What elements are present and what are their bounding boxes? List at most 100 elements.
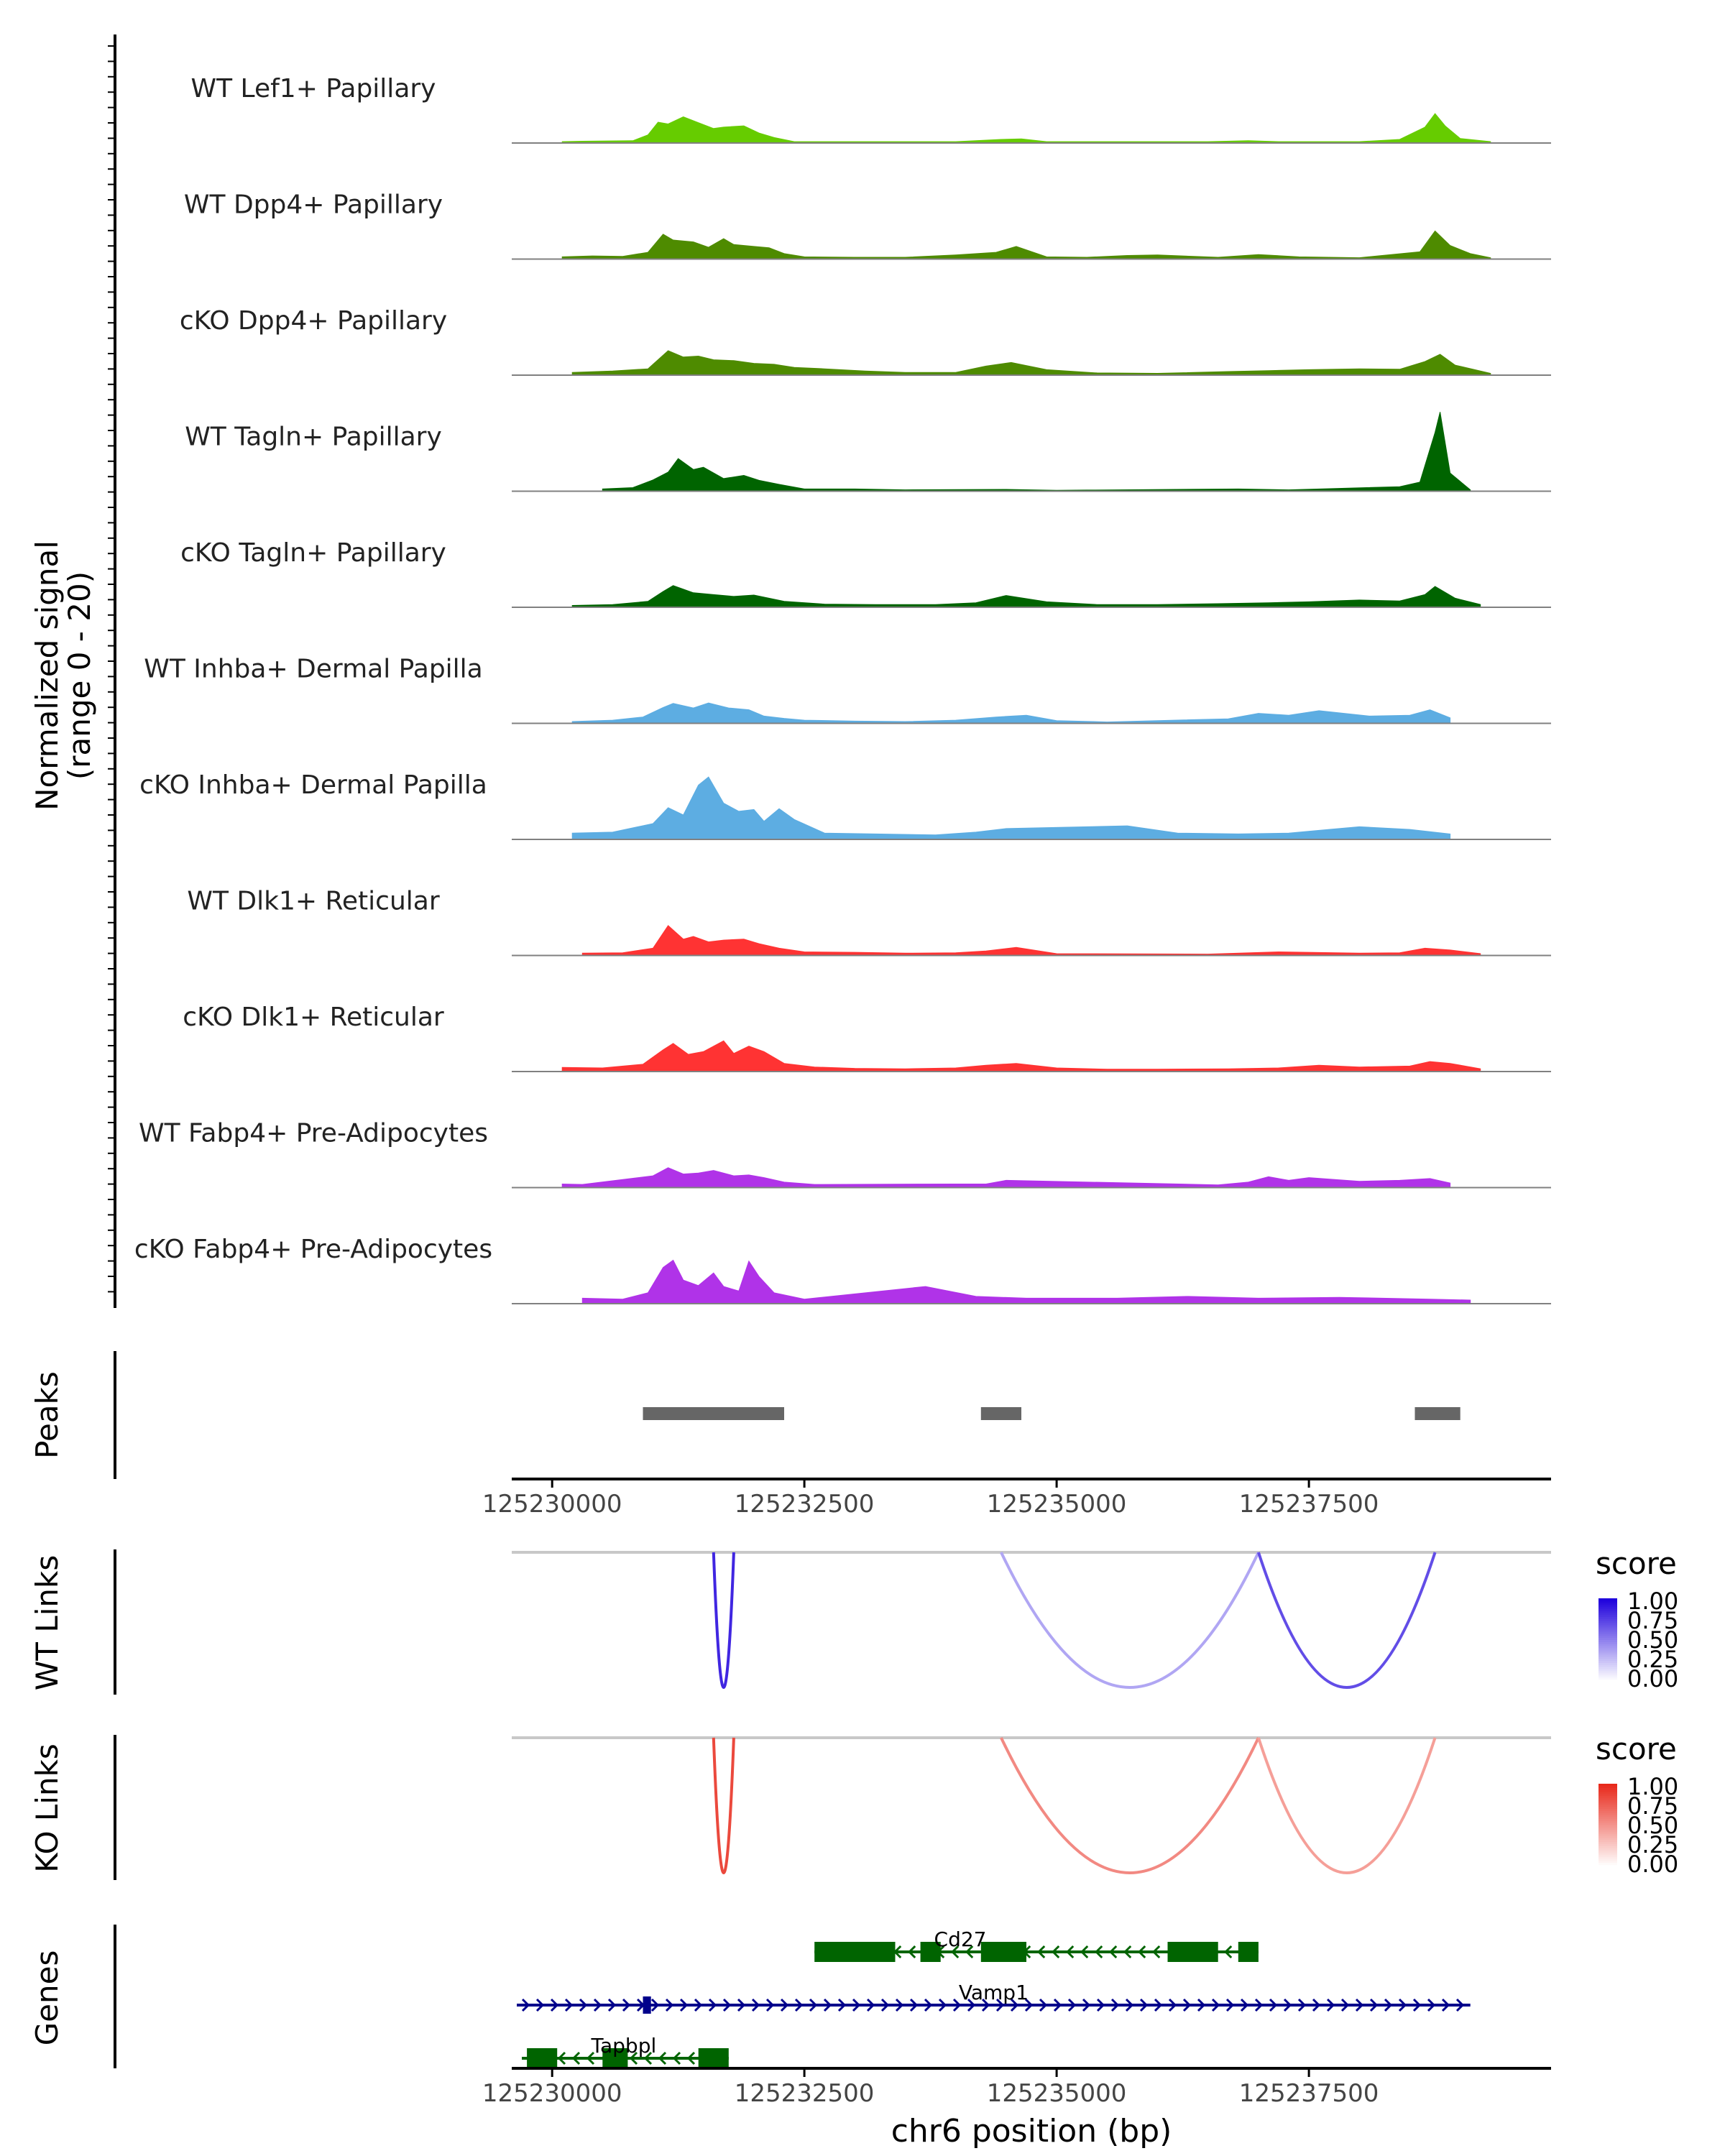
strand-chevron bbox=[571, 2051, 581, 2065]
track-label: WT Dpp4+ Papillary bbox=[184, 190, 443, 220]
strand-chevron bbox=[1211, 1998, 1220, 2012]
gene-exon bbox=[920, 1942, 941, 1962]
legend-gradient-step bbox=[1598, 1865, 1617, 1868]
legend-gradient-step bbox=[1598, 1821, 1617, 1824]
strand-chevron bbox=[737, 1998, 746, 2012]
strand-chevron bbox=[908, 1945, 916, 1959]
signal-area bbox=[571, 585, 1481, 608]
strand-chevron bbox=[686, 2051, 696, 2065]
track-label: WT Dlk1+ Reticular bbox=[187, 887, 439, 916]
link-arc bbox=[1000, 1552, 1260, 1689]
legend-gradient-step bbox=[1598, 1604, 1617, 1608]
legend-gradient-step bbox=[1598, 1796, 1617, 1799]
strand-chevron bbox=[909, 1998, 919, 2012]
strand-chevron bbox=[1110, 1998, 1120, 2012]
legend-gradient-step bbox=[1598, 1615, 1617, 1618]
legend-gradient-step bbox=[1598, 1861, 1617, 1864]
legend-tick-label: 0.00 bbox=[1627, 1665, 1678, 1692]
track-9: cKO Dlk1+ Reticular bbox=[183, 1003, 1551, 1072]
gene-exon bbox=[814, 1942, 896, 1962]
strand-chevron bbox=[650, 1998, 660, 2012]
peaks-x-axis-ticks: 125230000 125232500 125235000 125237500 bbox=[482, 1479, 1379, 1519]
links-panel-label: KO Links bbox=[29, 1743, 65, 1873]
strand-chevron bbox=[1455, 1998, 1465, 2012]
legend-gradient-step bbox=[1598, 1798, 1617, 1801]
legend-gradient-step bbox=[1598, 1638, 1617, 1641]
legend-gradient-step bbox=[1598, 1800, 1617, 1803]
strand-chevron bbox=[895, 1998, 904, 2012]
track-11: cKO Fabp4+ Pre-Adipocytes bbox=[134, 1235, 1551, 1304]
strand-chevron bbox=[1080, 1945, 1089, 1959]
strand-chevron bbox=[622, 1998, 631, 2012]
strand-chevron bbox=[1096, 1998, 1105, 2012]
legend-gradient-step bbox=[1598, 1629, 1617, 1632]
legend-gradient-step bbox=[1598, 1657, 1617, 1659]
signal-area bbox=[581, 925, 1481, 956]
legend-tick-label: 0.25 bbox=[1627, 1831, 1678, 1858]
x-tick-label: 125230000 bbox=[482, 1490, 622, 1519]
legend-gradient-step bbox=[1598, 1636, 1617, 1639]
y-axis-title-line1: Normalized signal bbox=[29, 540, 65, 811]
legend-gradient-step bbox=[1598, 1659, 1617, 1662]
strand-chevron bbox=[1225, 1998, 1235, 2012]
legend-gradient-step bbox=[1598, 1842, 1617, 1845]
gene-cd27: Cd27 bbox=[814, 1927, 1259, 1962]
legend-gradient-step bbox=[1598, 1631, 1617, 1634]
legend-gradient-step bbox=[1598, 1785, 1617, 1789]
legend-gradient-step bbox=[1598, 1650, 1617, 1653]
strand-chevron bbox=[938, 1998, 947, 2012]
strand-chevron bbox=[1082, 1998, 1091, 2012]
strand-chevron bbox=[809, 1998, 818, 2012]
legend-gradient-step bbox=[1598, 1806, 1617, 1810]
strand-chevron bbox=[658, 2051, 667, 2065]
track-label: cKO Fabp4+ Pre-Adipocytes bbox=[134, 1235, 492, 1264]
links-panel-1: WT Links score 1.000.750.500.250.00 bbox=[29, 1546, 1678, 1695]
legend-title: score bbox=[1596, 1731, 1677, 1766]
legend-gradient-step bbox=[1598, 1675, 1617, 1678]
strand-chevron bbox=[1010, 1998, 1019, 2012]
track-4: WT Tagln+ Papillary bbox=[185, 412, 1551, 492]
gene-name-label: Cd27 bbox=[934, 1927, 987, 1951]
strand-chevron bbox=[1154, 1998, 1163, 2012]
x-tick-label: 125235000 bbox=[987, 2079, 1127, 2108]
strand-chevron bbox=[557, 2051, 566, 2065]
legend-tick-label: 1.00 bbox=[1627, 1773, 1678, 1800]
x-tick-label: 125237500 bbox=[1239, 1490, 1379, 1519]
strand-chevron bbox=[1095, 1945, 1103, 1959]
legend-gradient-step bbox=[1598, 1854, 1617, 1858]
strand-chevron bbox=[586, 2051, 595, 2065]
signal-area bbox=[581, 1259, 1471, 1304]
strand-chevron bbox=[1138, 1945, 1146, 1959]
strand-chevron bbox=[1109, 1945, 1118, 1959]
link-arc bbox=[712, 1737, 735, 1874]
gene-exon bbox=[1238, 1942, 1259, 1962]
track-label: WT Inhba+ Dermal Papilla bbox=[144, 655, 482, 684]
legend-gradient-step bbox=[1598, 1825, 1617, 1828]
genes-x-axis-ticks: 125230000 125232500 125235000 125237500 bbox=[482, 2068, 1379, 2108]
signal-area bbox=[602, 412, 1471, 492]
strand-chevron bbox=[694, 1998, 703, 2012]
x-axis-title: chr6 position (bp) bbox=[891, 2113, 1172, 2150]
signal-y-axis-ticks bbox=[108, 45, 115, 1293]
strand-chevron bbox=[1182, 1998, 1192, 2012]
track-6: WT Inhba+ Dermal Papilla bbox=[144, 655, 1551, 724]
legend-gradient-step bbox=[1598, 1789, 1617, 1793]
track-7: cKO Inhba+ Dermal Papilla bbox=[139, 770, 1551, 840]
genes-panel: Genes Cd27 Vamp1 Tapbpl 125230000 125232500… bbox=[29, 1925, 1551, 2150]
track-10: WT Fabp4+ Pre-Adipocytes bbox=[139, 1119, 1551, 1189]
gene-exon bbox=[1167, 1942, 1218, 1962]
legend-gradient-step bbox=[1598, 1664, 1617, 1668]
strand-chevron bbox=[1067, 1998, 1077, 2012]
strand-chevron bbox=[1066, 1945, 1075, 1959]
strand-chevron bbox=[643, 2051, 653, 2065]
signal-area bbox=[571, 702, 1451, 724]
track-label: cKO Tagln+ Papillary bbox=[180, 538, 446, 568]
legend-gradient-step bbox=[1598, 1654, 1617, 1657]
legend-gradient-step bbox=[1598, 1808, 1617, 1812]
legend-gradient-step bbox=[1598, 1787, 1617, 1791]
strand-chevron bbox=[866, 1998, 875, 2012]
signal-area bbox=[571, 350, 1491, 376]
strand-chevron bbox=[1369, 1998, 1379, 2012]
strand-chevron bbox=[1427, 1998, 1436, 2012]
